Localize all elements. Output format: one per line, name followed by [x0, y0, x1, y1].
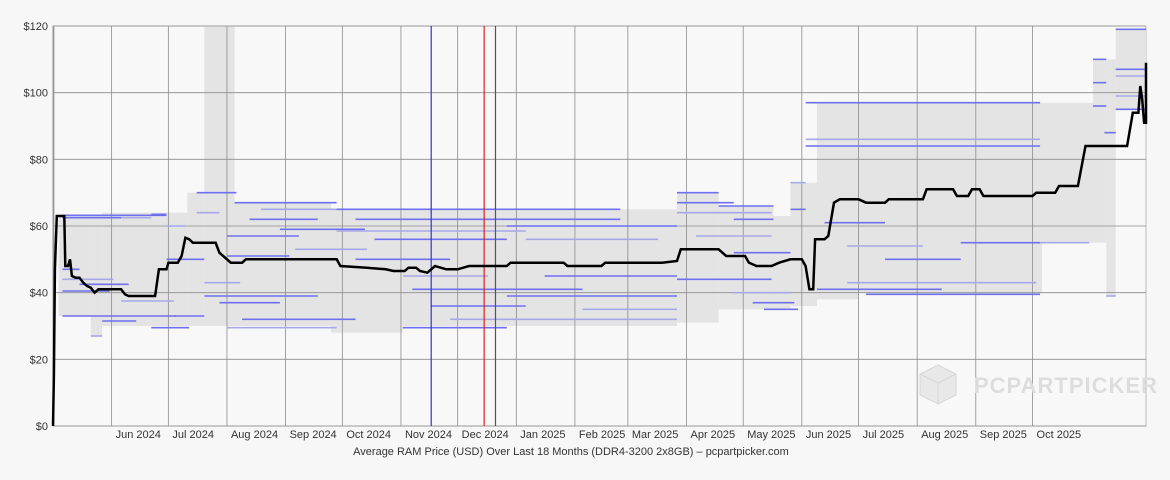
date-markers — [430, 26, 497, 426]
x-tick-label: Jul 2025 — [863, 429, 905, 441]
x-tick-label: Apr 2025 — [690, 429, 735, 441]
vendor-price-lines — [62, 28, 1146, 337]
y-axis-ticks: $0 $20 $40 $60 $80 $100 $120 — [24, 21, 48, 433]
x-tick-label: Nov 2024 — [405, 429, 452, 441]
x-tick-label: Sep 2024 — [290, 429, 337, 441]
x-tick-label: Jan 2025 — [520, 429, 565, 441]
x-tick-label: Jun 2025 — [806, 429, 851, 441]
range-band-segment — [234, 202, 331, 326]
x-tick-label: May 2025 — [747, 429, 795, 441]
x-tick-label: Jun 2024 — [116, 429, 161, 441]
average-price-line — [51, 62, 1148, 427]
pcpartpicker-logo: PCPARTPICKER — [919, 364, 1158, 405]
x-tick-label: Dec 2024 — [462, 429, 509, 441]
x-tick-label: Oct 2024 — [346, 429, 391, 441]
y-tick-label: $100 — [24, 88, 48, 100]
range-band-segment — [858, 102, 1042, 293]
x-tick-label: Oct 2025 — [1037, 429, 1082, 441]
watermark-text: PCPARTPICKER — [974, 373, 1158, 398]
x-tick-label: Feb 2025 — [579, 429, 625, 441]
range-band-segment — [204, 26, 235, 326]
x-tick-label: Sep 2025 — [980, 429, 1027, 441]
x-tick-label: Aug 2024 — [231, 429, 278, 441]
y-tick-label: $40 — [30, 288, 48, 300]
range-band-segment — [90, 216, 103, 336]
x-axis-ticks: Jun 2024 Jul 2024 Aug 2024 Sep 2024 Oct 2024… — [116, 429, 1082, 441]
range-band-segment — [1041, 102, 1094, 243]
y-tick-label: $120 — [24, 21, 48, 33]
range-band-segment — [102, 212, 188, 326]
x-tick-label: Jul 2024 — [172, 429, 214, 441]
y-tick-label: $20 — [30, 354, 48, 366]
x-tick-label: Mar 2025 — [632, 429, 678, 441]
x-tick-label: Aug 2025 — [921, 429, 968, 441]
range-band-segment — [677, 192, 719, 323]
range-band-segment — [1106, 59, 1116, 297]
y-tick-label: $80 — [30, 154, 48, 166]
range-band-segment — [1093, 59, 1107, 243]
chart-caption: Average RAM Price (USD) Over Last 18 Mon… — [353, 446, 789, 458]
y-tick-label: $0 — [36, 421, 48, 433]
y-tick-label: $60 — [30, 221, 48, 233]
